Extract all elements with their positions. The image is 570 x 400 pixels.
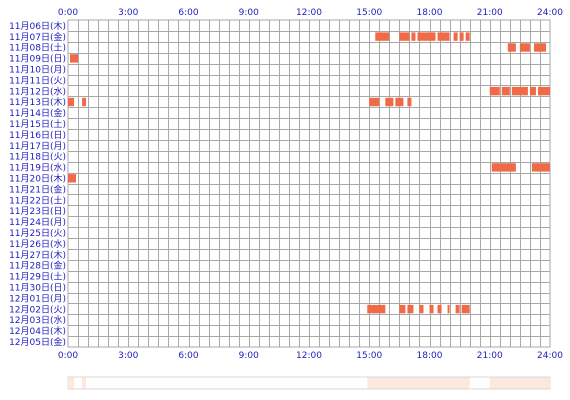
row-labels: 11月06日(木)11月07日(金)11月08日(土)11月09日(日)11月1…: [9, 20, 66, 348]
activity-bar: [533, 43, 546, 52]
row-label: 11月29日(土): [9, 271, 66, 283]
row-label: 11月18日(火): [9, 152, 66, 163]
activity-bars: [68, 32, 550, 314]
activity-bar: [491, 163, 516, 172]
activity-bar: [519, 43, 530, 52]
tick-label-top: 24:00: [537, 8, 563, 18]
tick-label-top: 9:00: [239, 8, 259, 18]
activity-bar: [399, 32, 410, 41]
row-label: 11月09日(日): [9, 54, 66, 65]
activity-bar: [70, 54, 79, 63]
tick-label-bottom: 6:00: [178, 351, 198, 361]
activity-bar: [419, 304, 424, 314]
row-label: 11月28日(金): [9, 260, 66, 272]
row-label: 12月02日(火): [9, 304, 66, 315]
tick-label-bottom: 24:00: [537, 351, 563, 361]
row-label: 11月24日(月): [9, 217, 66, 228]
row-label: 11月15日(土): [9, 118, 66, 130]
tick-label-top: 18:00: [417, 8, 443, 18]
activity-bar: [507, 43, 516, 52]
activity-bar: [459, 32, 464, 41]
activity-bar: [68, 97, 75, 107]
row-label: 11月22日(土): [9, 194, 66, 206]
activity-bar: [453, 32, 458, 41]
tick-label-bottom: 21:00: [477, 351, 503, 361]
activity-bar: [537, 86, 550, 96]
activity-bar: [411, 32, 416, 41]
row-label: 11月30日(日): [9, 283, 66, 294]
row-label: 12月05日(金): [9, 336, 66, 348]
tick-label-bottom: 3:00: [118, 351, 138, 361]
activity-bar: [511, 86, 528, 96]
activity-bar: [68, 174, 77, 183]
grid-layer: [67, 19, 551, 348]
tick-label-top: 3:00: [118, 8, 138, 18]
bottom-axis-ticks: 0:00 3:00 6:00 9:00 12:00 15:00 18:00 21:00 24:0…: [58, 351, 563, 361]
row-label: 11月07日(金): [9, 31, 66, 43]
activity-bar: [367, 304, 386, 314]
row-label: 12月03日(水): [9, 314, 66, 326]
activity-bar: [489, 86, 500, 96]
row-label: 11月17日(月): [9, 141, 66, 152]
activity-bar: [369, 97, 380, 107]
activity-bar: [437, 304, 442, 314]
activity-bar: [407, 304, 414, 314]
activity-bar: [531, 163, 550, 172]
tick-label-bottom: 9:00: [239, 351, 259, 361]
row-label: 11月06日(木): [9, 20, 66, 32]
activity-bar: [447, 304, 450, 314]
activity-bar: [395, 97, 404, 107]
row-label: 11月27日(木): [9, 249, 66, 261]
row-label: 11月10日(月): [9, 65, 66, 76]
summary-segment: [367, 377, 470, 389]
row-label: 11月26日(水): [9, 238, 66, 250]
activity-bar: [375, 32, 390, 41]
summary-segment: [82, 377, 87, 389]
activity-bar: [461, 304, 470, 314]
activity-bar: [429, 304, 434, 314]
row-label: 11月08日(土): [9, 42, 66, 54]
row-label: 11月25日(火): [9, 228, 66, 239]
activity-bar: [417, 32, 436, 41]
tick-label-bottom: 0:00: [58, 351, 78, 361]
row-label: 11月23日(日): [9, 206, 66, 217]
tick-label-top: 12:00: [296, 8, 322, 18]
tick-label-top: 15:00: [356, 8, 382, 18]
row-label: 11月19日(水): [9, 162, 66, 174]
row-label: 11月13日(木): [9, 96, 66, 108]
tick-label-bottom: 12:00: [296, 351, 322, 361]
summary-segment: [68, 377, 75, 389]
tick-label-top: 6:00: [178, 8, 198, 18]
activity-bar: [82, 97, 87, 107]
activity-bar: [399, 304, 406, 314]
row-label: 11月21日(金): [9, 183, 66, 195]
activity-bar: [529, 86, 536, 96]
tick-label-top: 21:00: [477, 8, 503, 18]
activity-bar: [501, 86, 510, 96]
activity-bar: [407, 97, 412, 107]
summary-segment: [489, 377, 550, 389]
tick-label-bottom: 15:00: [356, 351, 382, 361]
summary-strip-frame: [67, 376, 551, 390]
row-label: 11月12日(水): [9, 85, 66, 97]
activity-bar: [455, 304, 460, 314]
top-axis-ticks: 0:00 3:00 6:00 9:00 12:00 15:00 18:00 21:00 24:0…: [58, 8, 563, 18]
activity-bar: [385, 97, 394, 107]
activity-bar: [465, 32, 470, 41]
summary-strip: [67, 376, 551, 390]
row-label: 11月14日(金): [9, 107, 66, 119]
row-label: 12月04日(木): [9, 325, 66, 337]
tick-label-top: 0:00: [58, 8, 78, 18]
row-label: 11月11日(火): [9, 75, 66, 86]
row-label: 12月01日(月): [9, 293, 66, 304]
row-label: 11月20日(木): [9, 173, 66, 185]
tick-label-bottom: 18:00: [417, 351, 443, 361]
row-label: 11月16日(日): [9, 130, 66, 141]
activity-bar: [437, 32, 450, 41]
